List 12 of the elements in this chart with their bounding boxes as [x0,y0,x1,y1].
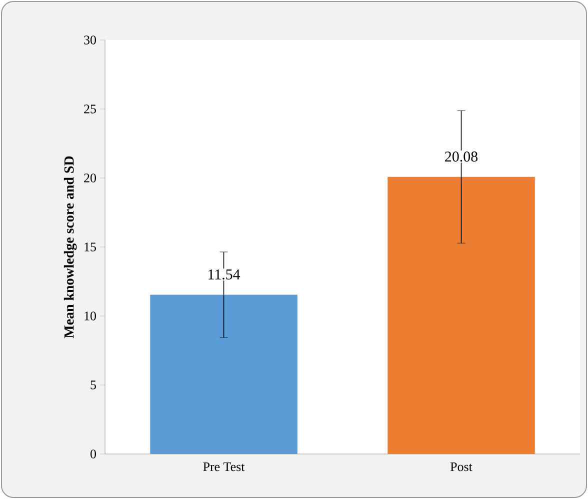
x-tick-label: Post [450,462,472,472]
y-tick-label: 0 [90,450,96,458]
data-label: 11.54 [208,269,240,280]
y-tick-label: 30 [84,36,96,44]
x-tick-label: Pre Test [203,462,245,472]
y-tick-label: 25 [84,104,96,114]
y-axis-title: Mean knowledge score and SD [64,156,77,338]
data-label: 20.08 [445,152,478,162]
y-tick-label: 20 [84,174,96,182]
y-tick-label: 15 [84,242,96,252]
y-tick-label: 10 [84,312,96,320]
y-tick-label: 5 [90,380,96,390]
